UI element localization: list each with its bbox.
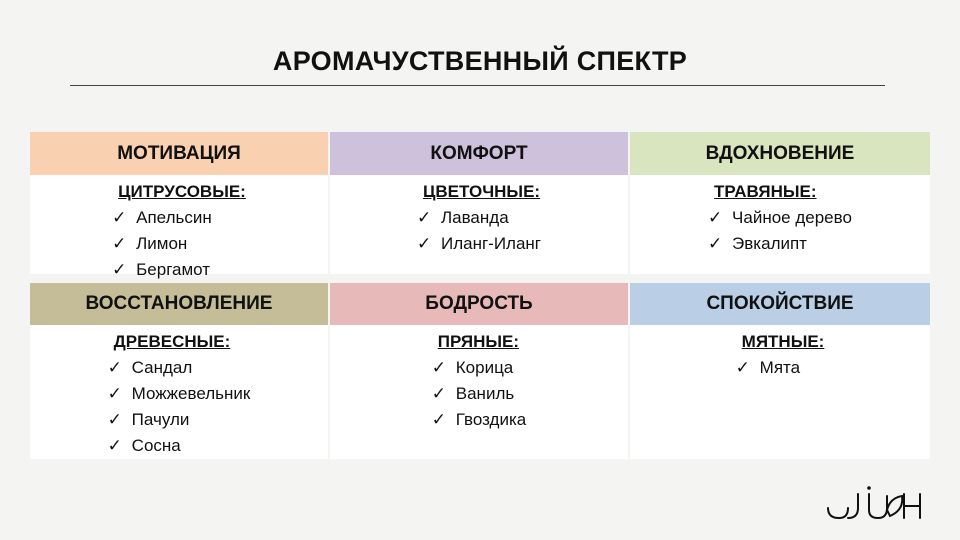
section-header-3: ВДОХНОВЕНИЕ bbox=[630, 132, 930, 175]
check-icon: ✓ bbox=[416, 208, 432, 227]
page-title: АРОМАЧУСТВЕННЫЙ СПЕКТР bbox=[272, 46, 688, 76]
check-icon: ✓ bbox=[431, 358, 447, 377]
item-label: Мята bbox=[759, 358, 801, 377]
check-icon: ✓ bbox=[708, 208, 723, 227]
list-item: ✓ Иланг-Иланг bbox=[417, 231, 541, 257]
section-body: ЦВЕТОЧНЫЕ: ✓ Лаванда ✓ Иланг-Иланг bbox=[330, 175, 628, 274]
ingredient-list: ТРАВЯНЫЕ: ✓ Чайное дерево ✓ Эвкалипт bbox=[708, 181, 852, 274]
item-label: Эвкалипт bbox=[732, 234, 807, 253]
item-label: Корица bbox=[455, 358, 514, 377]
section-body: МЯТНЫЕ: ✓ Мята bbox=[630, 325, 930, 459]
section-body: ЦИТРУСОВЫЕ: ✓ Апельсин ✓ Лимон ✓ Бергамот bbox=[30, 175, 328, 279]
section-header-2: КОМФОРТ bbox=[330, 132, 628, 175]
check-icon: ✓ bbox=[107, 384, 122, 403]
list-item: ✓ Бергамот bbox=[112, 257, 246, 283]
list-item: ✓ Лимон bbox=[112, 231, 246, 257]
item-label: Гвоздика bbox=[455, 410, 527, 429]
item-label: Лимон bbox=[136, 234, 188, 253]
check-icon: ✓ bbox=[112, 260, 127, 279]
check-icon: ✓ bbox=[708, 234, 723, 253]
item-label: Чайное дерево bbox=[732, 208, 852, 227]
list-item: ✓ Эвкалипт bbox=[708, 231, 852, 257]
check-icon: ✓ bbox=[416, 234, 432, 253]
item-label: Апельсин bbox=[136, 208, 212, 227]
section-header-6: СПОКОЙСТВИЕ bbox=[630, 283, 930, 325]
list-item: ✓ Сандал bbox=[108, 355, 251, 381]
ingredient-list: ЦИТРУСОВЫЕ: ✓ Апельсин ✓ Лимон ✓ Бергамот bbox=[112, 181, 246, 279]
list-item: ✓ Можжевельник bbox=[108, 381, 251, 407]
category-label: МЯТНЫЕ: bbox=[741, 332, 825, 351]
list-item: ✓ Ваниль bbox=[432, 381, 526, 407]
ingredient-list: ПРЯНЫЕ: ✓ Корица ✓ Ваниль ✓ Гвоздика bbox=[432, 331, 526, 459]
section-header-1: МОТИВАЦИЯ bbox=[30, 132, 328, 175]
aroma-spectrum-table: МОТИВАЦИЯ КОМФОРТ ВДОХНОВЕНИЕ ЦИТРУСОВЫЕ: ✓ А… bbox=[30, 132, 930, 459]
category-label: ТРАВЯНЫЕ: bbox=[714, 182, 817, 201]
item-label: Можжевельник bbox=[131, 384, 251, 403]
ingredient-list: ЦВЕТОЧНЫЕ: ✓ Лаванда ✓ Иланг-Иланг bbox=[417, 181, 541, 274]
check-icon: ✓ bbox=[107, 436, 122, 455]
list-item: ✓ Гвоздика bbox=[432, 407, 526, 433]
check-icon: ✓ bbox=[431, 384, 447, 403]
brand-logo bbox=[827, 486, 921, 520]
section-header-4: ВОССТАНОВЛЕНИЕ bbox=[30, 283, 328, 325]
item-label: Иланг-Иланг bbox=[440, 234, 542, 253]
item-label: Сандал bbox=[131, 358, 193, 377]
section-header-5: БОДРОСТЬ bbox=[330, 283, 628, 325]
category-label: ДРЕВЕСНЫЕ: bbox=[113, 332, 231, 351]
item-label: Сосна bbox=[131, 436, 181, 455]
list-item: ✓ Апельсин bbox=[112, 205, 246, 231]
item-label: Пачули bbox=[131, 410, 190, 429]
check-icon: ✓ bbox=[107, 358, 122, 377]
section-body: ДРЕВЕСНЫЕ: ✓ Сандал ✓ Можжевельник ✓ Пачули ✓ Со… bbox=[30, 325, 328, 459]
category-label: ЦИТРУСОВЫЕ: bbox=[118, 182, 246, 201]
list-item: ✓ Сосна bbox=[108, 433, 251, 459]
list-item: ✓ Мята bbox=[736, 355, 825, 381]
item-label: Ваниль bbox=[455, 384, 515, 403]
category-label: ЦВЕТОЧНЫЕ: bbox=[422, 182, 541, 201]
ingredient-list: МЯТНЫЕ: ✓ Мята bbox=[736, 331, 825, 459]
check-icon: ✓ bbox=[107, 410, 122, 429]
section-body: ТРАВЯНЫЕ: ✓ Чайное дерево ✓ Эвкалипт bbox=[630, 175, 930, 274]
list-item: ✓ Корица bbox=[432, 355, 526, 381]
item-label: Лаванда bbox=[440, 208, 509, 227]
list-item: ✓ Пачули bbox=[108, 407, 251, 433]
check-icon: ✓ bbox=[735, 358, 750, 377]
title-divider bbox=[70, 85, 885, 86]
item-label: Бергамот bbox=[136, 260, 211, 279]
check-icon: ✓ bbox=[431, 410, 447, 429]
list-item: ✓ Чайное дерево bbox=[708, 205, 852, 231]
category-label: ПРЯНЫЕ: bbox=[437, 332, 520, 351]
ingredient-list: ДРЕВЕСНЫЕ: ✓ Сандал ✓ Можжевельник ✓ Пачули ✓ Со… bbox=[108, 331, 251, 459]
list-item: ✓ Лаванда bbox=[417, 205, 541, 231]
section-body: ПРЯНЫЕ: ✓ Корица ✓ Ваниль ✓ Гвоздика bbox=[330, 325, 628, 459]
check-icon: ✓ bbox=[112, 234, 127, 253]
check-icon: ✓ bbox=[112, 208, 127, 227]
